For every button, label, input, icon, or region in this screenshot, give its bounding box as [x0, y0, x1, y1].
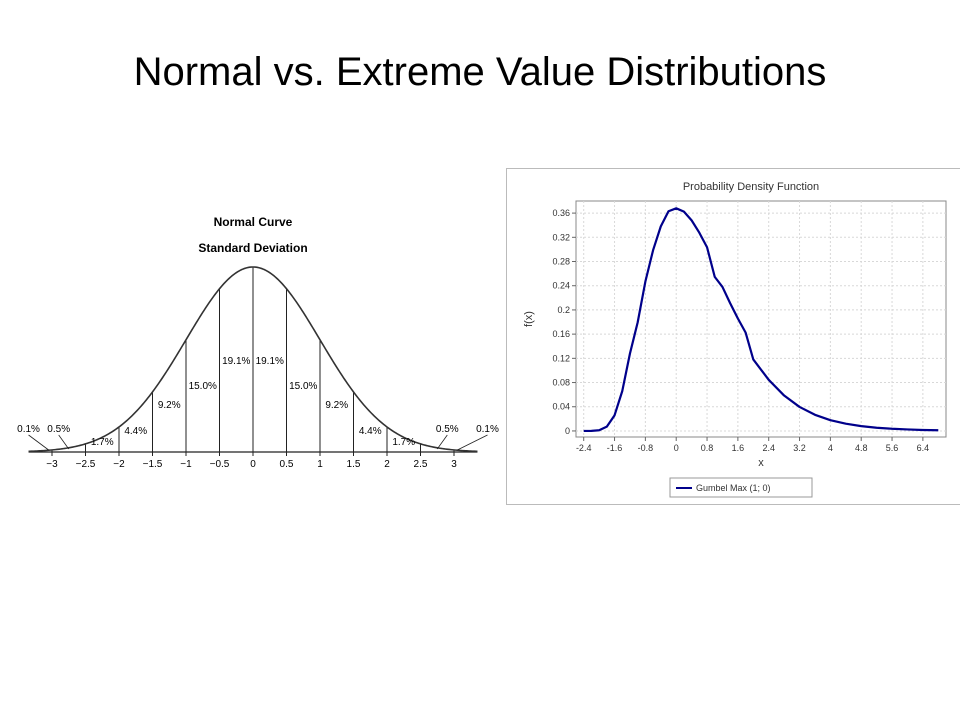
- normal-percent-label: 4.4%: [359, 426, 382, 437]
- normal-x-tick-label: 1.5: [347, 459, 361, 470]
- gumbel-y-tick-label: 0.32: [552, 232, 570, 242]
- normal-x-tick-label: −1.5: [143, 459, 163, 470]
- gumbel-x-tick-label: 4.8: [855, 443, 868, 453]
- legend-box: [669, 477, 813, 498]
- normal-marks-group: −3 −2.5 −2 −1.5 −1 −0.5 0 0.5 1 1.5 2 2.5 3 0.1% 0.5% 1…: [17, 266, 499, 470]
- normal-percent-label: 0.1%: [476, 424, 499, 435]
- gumbel-x-tick-label: 2.4: [762, 443, 775, 453]
- gumbel-xlabel: x: [758, 457, 764, 469]
- gumbel-y-tick-label: 0.08: [552, 378, 570, 388]
- normal-percent-label: 0.5%: [47, 424, 70, 435]
- slide-title: Normal vs. Extreme Value Distributions: [133, 50, 827, 94]
- gumbel-x-tick-label: -0.8: [638, 443, 654, 453]
- normal-percent-label: 19.1%: [222, 356, 250, 367]
- normal-x-tick-label: 3: [451, 459, 457, 470]
- gumbel-pdf-chart: Probability Density Function f(x) x 0 0.0…: [506, 168, 960, 505]
- gumbel-ylabel: f(x): [523, 311, 535, 327]
- gumbel-y-tick-label: 0: [565, 426, 570, 436]
- normal-percent-label: 0.5%: [436, 424, 459, 435]
- normal-x-tick-label: −0.5: [210, 459, 230, 470]
- gumbel-y-tick-label: 0.28: [552, 257, 570, 267]
- normal-curve-chart: Normal Curve Standard Deviation −3 −2.5 −2…: [17, 215, 499, 470]
- normal-percent-label: 19.1%: [256, 356, 284, 367]
- normal-x-tick-label: 0.5: [280, 459, 294, 470]
- normal-x-tick-label: 0: [250, 459, 256, 470]
- gumbel-y-tick-label: 0.2: [557, 305, 570, 315]
- legend-entry: Gumbel Max (1; 0): [696, 483, 771, 493]
- normal-percent-label: 4.4%: [124, 426, 147, 437]
- gumbel-chart-title: Probability Density Function: [683, 181, 819, 193]
- gumbel-x-tick-label: 5.6: [886, 443, 899, 453]
- gumbel-x-tick-label: 1.6: [732, 443, 745, 453]
- gumbel-x-tick-label: 4: [828, 443, 833, 453]
- normal-chart-title: Normal Curve: [214, 215, 293, 229]
- normal-label-pointer: [436, 434, 448, 450]
- normal-x-tick-label: −2: [113, 459, 125, 470]
- normal-curve-line: [28, 266, 478, 453]
- gumbel-x-tick-label: -1.6: [607, 443, 623, 453]
- normal-percent-label: 9.2%: [325, 400, 348, 411]
- normal-percent-label: 1.7%: [91, 437, 114, 448]
- normal-x-tick-label: −3: [46, 459, 58, 470]
- normal-x-tick-label: −1: [180, 459, 192, 470]
- gumbel-y-tick-label: 0.16: [552, 329, 570, 339]
- gumbel-y-tick-label: 0.24: [552, 281, 570, 291]
- normal-percent-label: 0.1%: [17, 424, 40, 435]
- gumbel-plot-area: [575, 200, 947, 438]
- normal-x-tick-label: 2: [384, 459, 390, 470]
- normal-x-tick-label: 1: [317, 459, 323, 470]
- normal-x-tick-label: 2.5: [414, 459, 428, 470]
- gumbel-marks-group: 0 0.04 0.08 0.12 0.16 0.2 0.24 0.28 0.32 0.36 -2.4…: [552, 200, 947, 453]
- normal-chart-subtitle: Standard Deviation: [198, 241, 307, 255]
- gumbel-x-tick-label: 3.2: [793, 443, 806, 453]
- normal-percent-label: 15.0%: [289, 381, 317, 392]
- normal-percent-label: 15.0%: [189, 381, 217, 392]
- gumbel-x-tick-label: 6.4: [917, 443, 930, 453]
- normal-label-pointer: [28, 434, 49, 451]
- normal-percent-label: 9.2%: [158, 400, 181, 411]
- normal-label-pointer: [457, 434, 488, 451]
- gumbel-y-tick-label: 0.04: [552, 402, 570, 412]
- gumbel-x-tick-label: 0: [674, 443, 679, 453]
- gumbel-x-tick-label: -2.4: [576, 443, 592, 453]
- normal-percent-label: 1.7%: [392, 437, 415, 448]
- gumbel-y-tick-label: 0.36: [552, 208, 570, 218]
- normal-x-tick-label: −2.5: [76, 459, 96, 470]
- gumbel-y-tick-label: 0.12: [552, 353, 570, 363]
- normal-label-pointer: [58, 434, 70, 450]
- gumbel-series-line: [583, 207, 939, 433]
- gumbel-x-tick-label: 0.8: [701, 443, 714, 453]
